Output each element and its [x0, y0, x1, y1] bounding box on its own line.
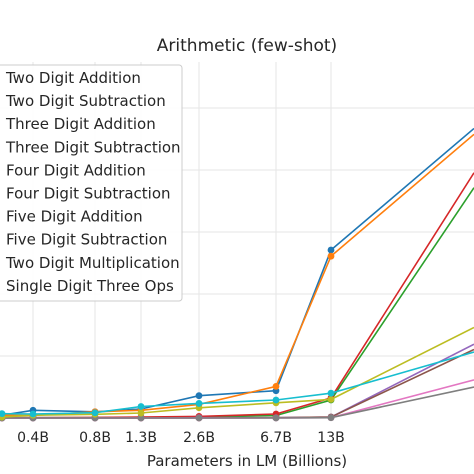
- legend: Two Digit Addition Two Digit Subtraction T…: [0, 64, 183, 302]
- series-line: [2, 343, 474, 419]
- data-point: [195, 414, 203, 422]
- legend-entry: Four Digit Subtraction: [6, 185, 171, 203]
- x-tick-label: 0.8B: [79, 430, 111, 446]
- series-line: [1, 351, 474, 415]
- legend-entry: Five Digit Addition: [6, 208, 143, 226]
- legend-entry: Two Digit Multiplication: [5, 254, 180, 272]
- data-point: [195, 392, 203, 400]
- legend-entry: Two Digit Addition: [5, 69, 141, 87]
- series-line: [1, 326, 474, 418]
- legend-entry: Single Digit Three Ops: [6, 277, 174, 295]
- data-point: [327, 246, 335, 254]
- chart-title: Arithmetic (few-shot): [157, 36, 337, 56]
- data-point: [327, 389, 335, 397]
- legend-entry: Five Digit Subtraction: [6, 231, 167, 249]
- series-line: [2, 348, 474, 419]
- legend-entry: Three Digit Subtraction: [5, 138, 181, 156]
- x-tick-label: 6.7B: [260, 430, 292, 446]
- series-line: [1, 127, 474, 416]
- data-point: [0, 410, 6, 418]
- data-point: [272, 414, 280, 422]
- data-point: [327, 396, 335, 403]
- data-point: [91, 409, 99, 417]
- x-tick-labels: 0.4B 0.8B 1.3B 2.6B 6.7B 13B: [17, 430, 345, 446]
- data-point: [137, 409, 145, 417]
- legend-entry: Two Digit Subtraction: [5, 92, 166, 110]
- data-point: [195, 400, 203, 407]
- data-point: [272, 396, 280, 404]
- legend-entry: Four Digit Addition: [6, 161, 146, 179]
- x-tick-label: 1.3B: [125, 430, 157, 446]
- x-tick-label: 2.6B: [183, 430, 215, 446]
- data-point: [327, 414, 335, 422]
- series-9: [0, 351, 474, 418]
- series-line: [2, 379, 474, 419]
- x-tick-label: 13B: [317, 430, 344, 446]
- x-tick-label: 0.4B: [17, 430, 49, 446]
- data-point: [137, 403, 145, 410]
- series-line: [2, 386, 474, 419]
- data-point: [137, 414, 145, 422]
- data-point: [29, 410, 37, 418]
- series-layer: [0, 127, 474, 422]
- data-point: [272, 382, 280, 390]
- legend-box: [0, 64, 183, 302]
- series-8: [0, 326, 474, 421]
- legend-entry: Three Digit Addition: [5, 115, 156, 133]
- x-axis-label: Parameters in LM (Billions): [147, 452, 347, 470]
- data-point: [327, 252, 335, 260]
